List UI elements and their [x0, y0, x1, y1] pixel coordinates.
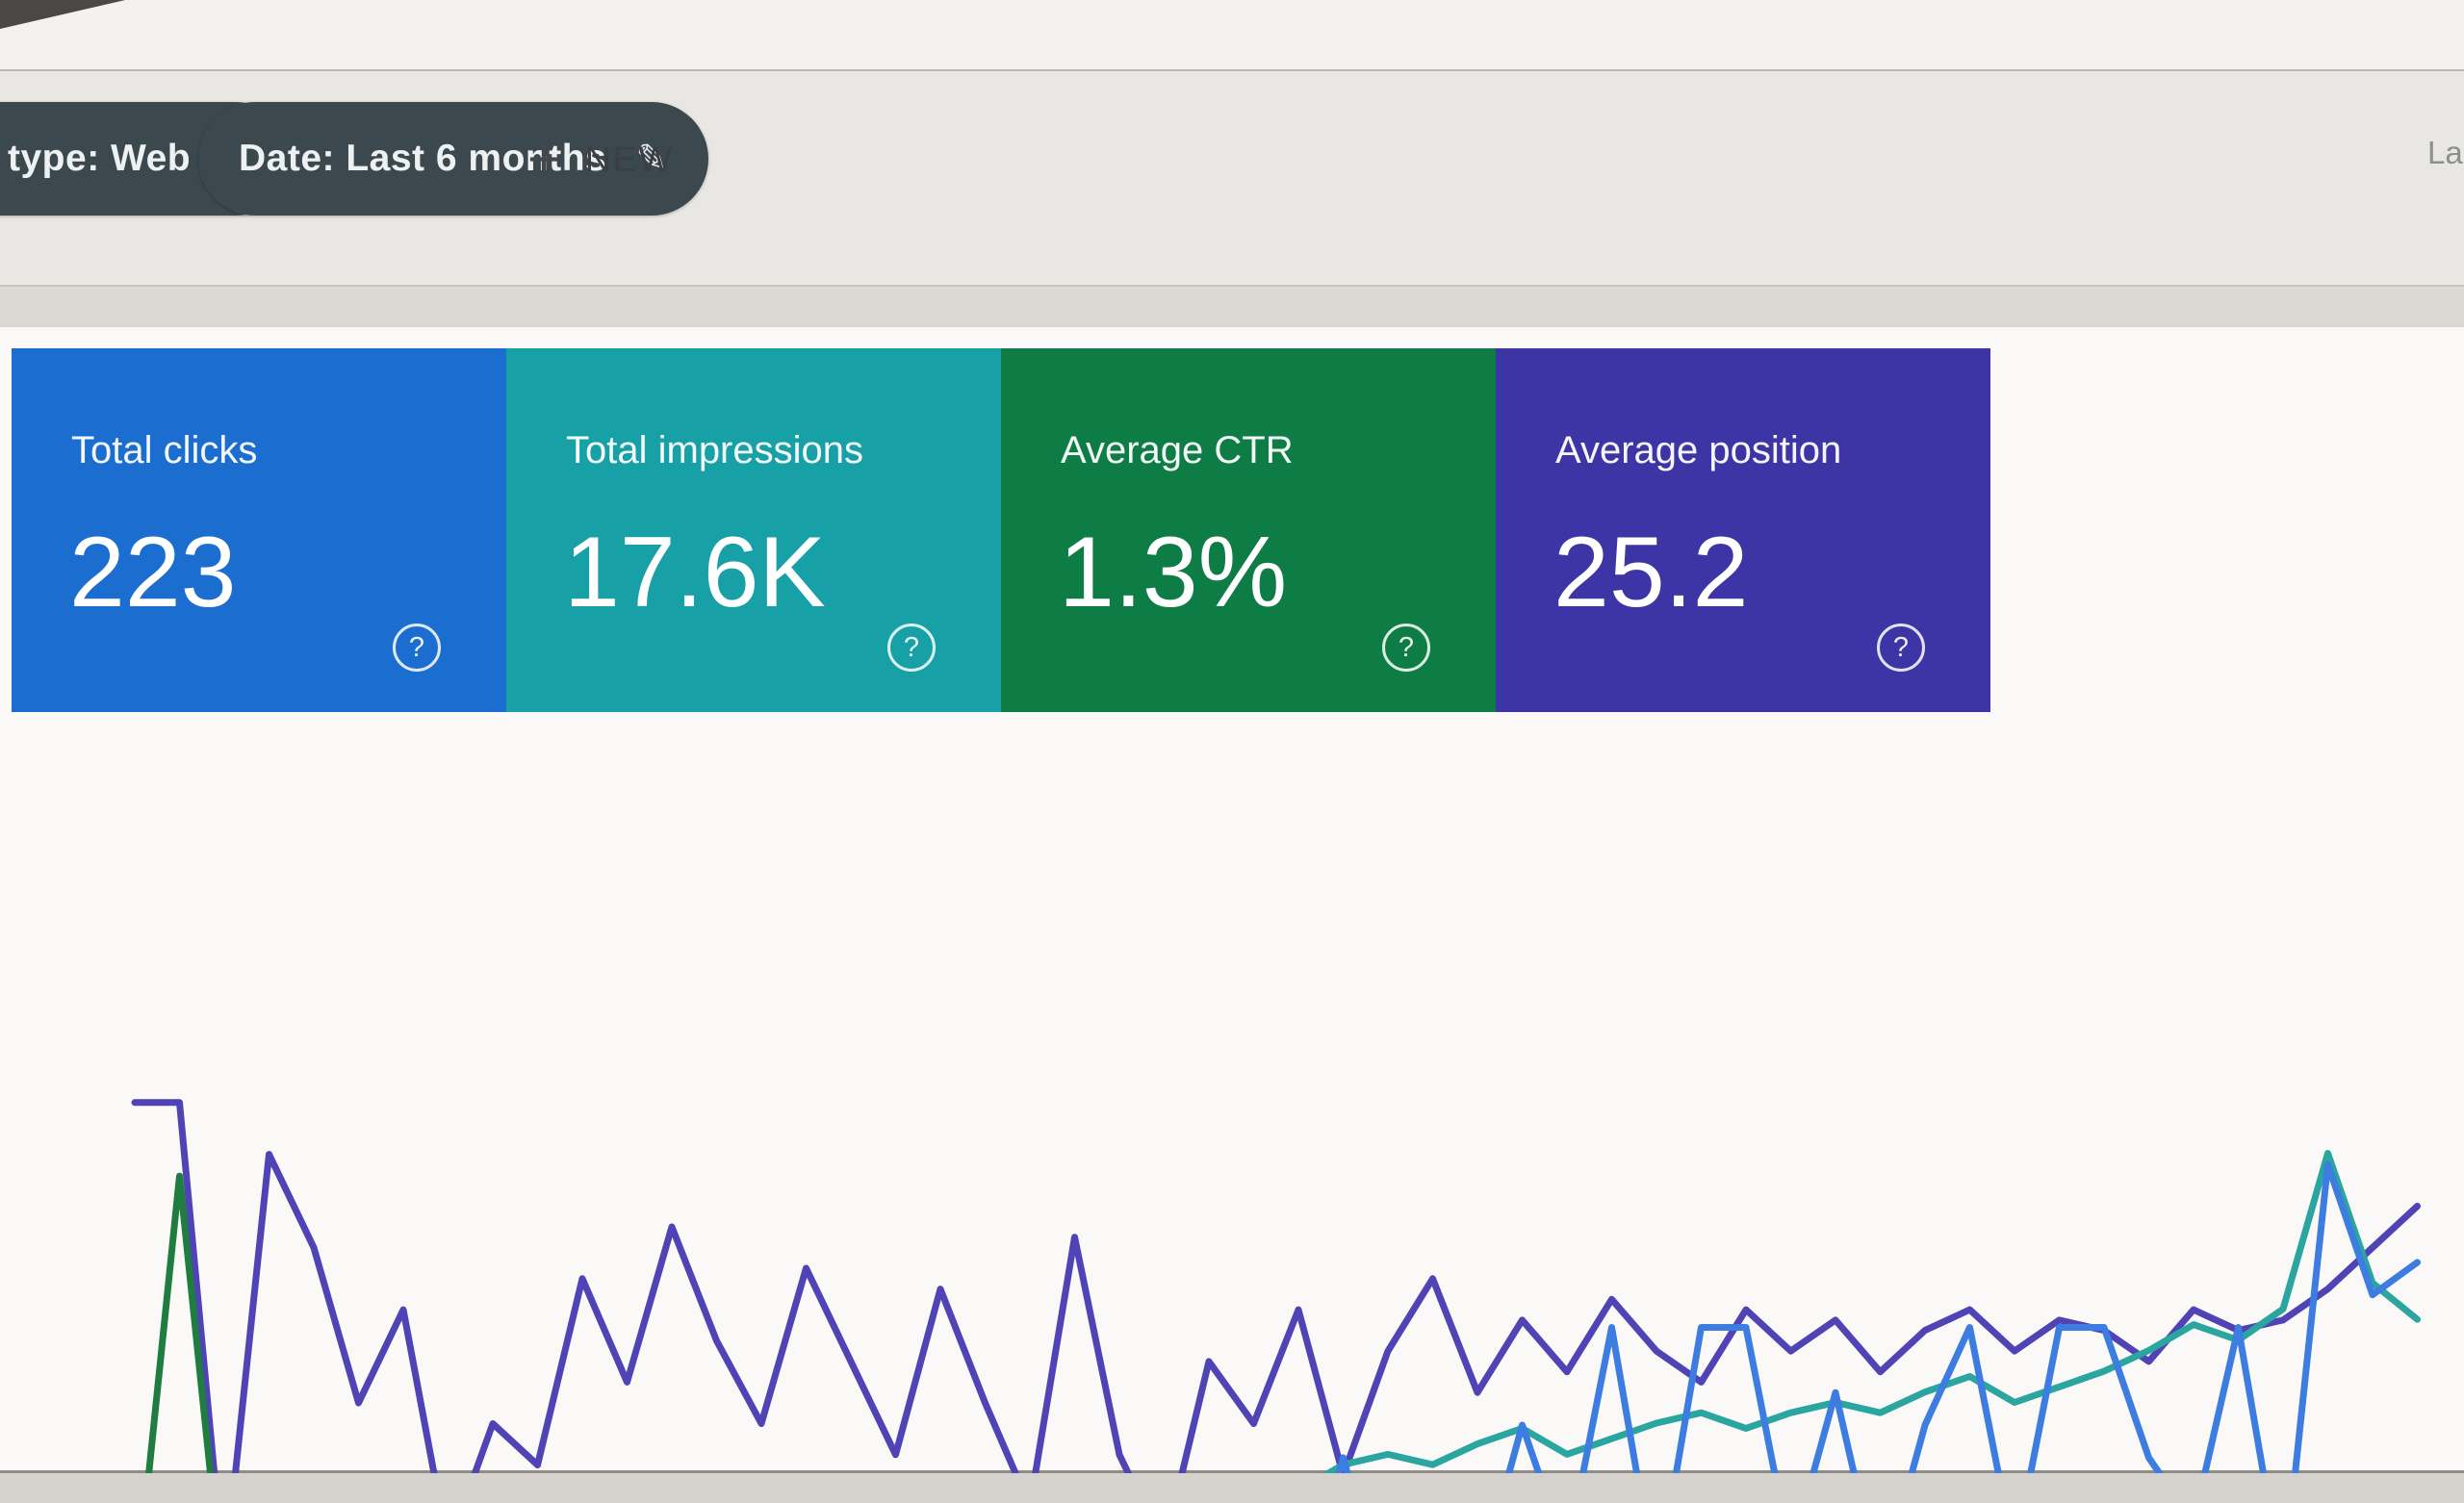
metric-card-label: Average CTR	[1061, 429, 1294, 471]
help-glyph: ?	[903, 632, 920, 663]
metric-card-average-position[interactable]: Average position 25.2 ?	[1496, 348, 1990, 712]
help-glyph: ?	[1398, 632, 1415, 663]
metric-card-value: 17.6K	[564, 517, 826, 628]
metric-card-label: Average position	[1555, 429, 1842, 471]
date-range-chip-label: Date: Last 6 months	[239, 138, 607, 179]
metric-card-label: Total impressions	[566, 429, 864, 471]
filter-bar: type: Web ✎ Date: Last 6 months ✎ + NEW …	[0, 71, 2464, 287]
help-icon[interactable]: ?	[1382, 624, 1430, 672]
metric-card-average-ctr[interactable]: Average CTR 1.3% ?	[1001, 348, 1496, 712]
plus-icon: +	[527, 128, 560, 191]
new-filter-button[interactable]: + NEW	[522, 112, 680, 208]
metric-card-value: 1.3%	[1059, 517, 1288, 628]
series-ctr	[141, 1172, 218, 1503]
performance-panel: Total clicks 223 ? Total impressions 17.…	[0, 327, 2464, 1503]
help-icon[interactable]: ?	[887, 624, 936, 672]
new-filter-button-label: NEW	[584, 140, 675, 179]
help-icon[interactable]: ?	[1877, 624, 1925, 672]
metric-card-label: Total clicks	[71, 429, 258, 471]
metric-card-value: 223	[69, 517, 237, 628]
screen-top-glare	[0, 0, 2464, 71]
edit-pencil-icon: ✎	[635, 138, 669, 180]
screen-bottom-edge	[0, 1473, 2464, 1503]
metric-cards-row: Total clicks 223 ? Total impressions 17.…	[12, 348, 1990, 712]
metric-card-total-clicks[interactable]: Total clicks 223 ?	[12, 348, 506, 712]
performance-line-chart[interactable]	[123, 1041, 2464, 1503]
series-average-position	[131, 1099, 2421, 1503]
date-range-chip[interactable]: Date: Last 6 months ✎	[198, 102, 709, 216]
metric-card-value: 25.2	[1553, 517, 1749, 628]
help-icon[interactable]: ?	[393, 624, 441, 672]
help-glyph: ?	[1892, 632, 1910, 663]
clipped-right-text: La	[2427, 135, 2463, 170]
metric-card-total-impressions[interactable]: Total impressions 17.6K ?	[506, 348, 1001, 712]
search-type-chip-label: type: Web	[8, 138, 192, 179]
help-glyph: ?	[408, 632, 425, 663]
series-clicks	[1200, 1160, 2421, 1503]
